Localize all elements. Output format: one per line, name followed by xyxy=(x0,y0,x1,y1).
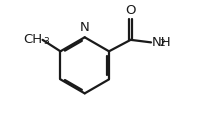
Text: N: N xyxy=(80,21,90,34)
Text: CH: CH xyxy=(23,33,42,46)
Text: 2: 2 xyxy=(160,39,165,48)
Text: NH: NH xyxy=(151,36,171,49)
Text: O: O xyxy=(125,4,136,17)
Text: 3: 3 xyxy=(43,37,49,46)
